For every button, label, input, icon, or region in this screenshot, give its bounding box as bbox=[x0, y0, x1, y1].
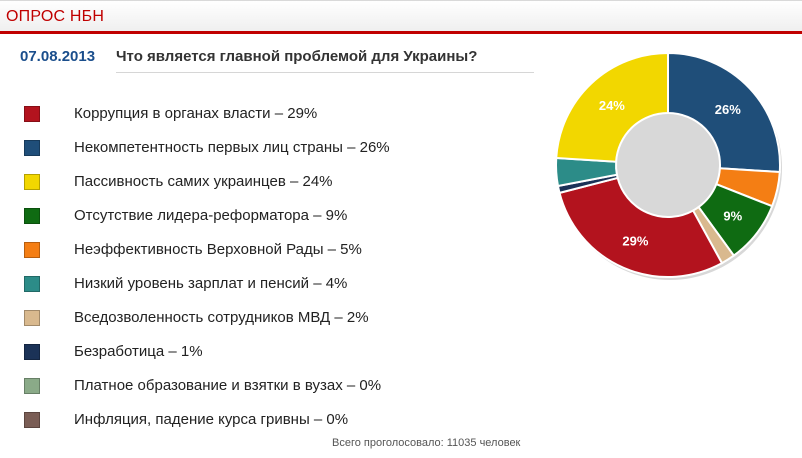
legend-swatch bbox=[24, 208, 40, 224]
legend-label: Отсутствие лидера-реформатора – 9% bbox=[74, 207, 348, 224]
divider bbox=[116, 72, 534, 73]
legend-swatch bbox=[24, 140, 40, 156]
slice-label: 24% bbox=[599, 98, 625, 113]
legend-swatch bbox=[24, 242, 40, 258]
slice-label: 26% bbox=[715, 102, 741, 117]
legend-item: Пассивность самих украинцев – 24% bbox=[24, 173, 544, 207]
legend-label: Коррупция в органах власти – 29% bbox=[74, 105, 318, 122]
legend-swatch bbox=[24, 412, 40, 428]
legend-swatch bbox=[24, 106, 40, 122]
legend-label: Инфляция, падение курса гривны – 0% bbox=[74, 411, 349, 428]
legend-swatch bbox=[24, 276, 40, 292]
legend-item: Вседозволенность сотрудников МВД – 2% bbox=[24, 309, 544, 343]
legend-item: Коррупция в органах власти – 29% bbox=[24, 105, 544, 139]
legend-item: Безработица – 1% bbox=[24, 343, 544, 377]
legend-label: Вседозволенность сотрудников МВД – 2% bbox=[74, 309, 369, 326]
legend-label: Пассивность самих украинцев – 24% bbox=[74, 173, 333, 190]
legend-label: Низкий уровень зарплат и пенсий – 4% bbox=[74, 275, 348, 292]
total-votes: Всего проголосовало: 11035 человек bbox=[332, 437, 521, 449]
legend-label: Безработица – 1% bbox=[74, 343, 203, 360]
section-title: ОПРОС НБН bbox=[6, 8, 105, 25]
legend-swatch bbox=[24, 310, 40, 326]
legend-swatch bbox=[24, 344, 40, 360]
donut-slice bbox=[555, 51, 669, 163]
legend-label: Неэффективность Верховной Рады – 5% bbox=[74, 241, 362, 258]
slice-label: 9% bbox=[723, 208, 742, 223]
poll-question: Что является главной проблемой для Украи… bbox=[116, 48, 478, 65]
slice-label: 29% bbox=[622, 233, 648, 248]
legend-swatch bbox=[24, 174, 40, 190]
legend-item: Отсутствие лидера-реформатора – 9% bbox=[24, 207, 544, 241]
legend-item: Платное образование и взятки в вузах – 0… bbox=[24, 377, 544, 411]
legend-item: Инфляция, падение курса гривны – 0% bbox=[24, 411, 544, 445]
donut-chart: 26% 9% 29% 24% bbox=[555, 51, 782, 280]
legend-swatch bbox=[24, 378, 40, 394]
donut-slice bbox=[667, 51, 781, 174]
chart-legend: Коррупция в органах власти – 29% Некомпет… bbox=[24, 105, 544, 445]
poll-date: 07.08.2013 bbox=[20, 48, 96, 65]
legend-item: Низкий уровень зарплат и пенсий – 4% bbox=[24, 275, 544, 309]
header-bar: ОПРОС НБН bbox=[0, 0, 802, 34]
legend-label: Платное образование и взятки в вузах – 0… bbox=[74, 377, 382, 394]
legend-item: Некомпетентность первых лиц страны – 26% bbox=[24, 139, 544, 173]
donut-slice bbox=[558, 176, 724, 278]
legend-item: Неэффективность Верховной Рады – 5% bbox=[24, 241, 544, 275]
legend-label: Некомпетентность первых лиц страны – 26% bbox=[74, 139, 390, 156]
